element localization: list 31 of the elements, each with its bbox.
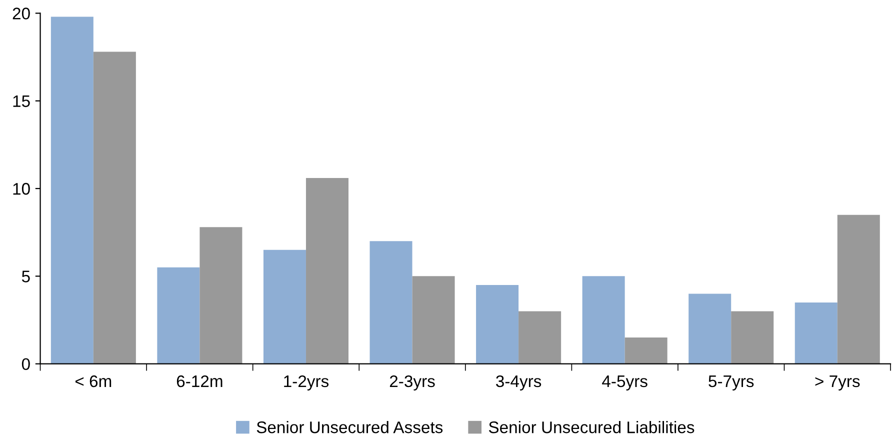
bar: [837, 214, 880, 364]
x-tick-label: > 7yrs: [815, 376, 860, 390]
bar: [412, 276, 455, 364]
bar: [582, 276, 625, 364]
bar: [93, 52, 136, 364]
x-tick-label: 3-4yrs: [496, 375, 542, 390]
x-tick-label: 5-7yrs: [708, 376, 754, 390]
bar: [794, 302, 838, 364]
bar: [624, 338, 668, 364]
bar: [518, 311, 562, 364]
x-tick-label: 6-12m: [176, 375, 222, 388]
x-tick-label: < 6m: [75, 375, 112, 388]
legend-label: Senior Unsecured Liabilities: [488, 420, 694, 434]
bar: [476, 284, 519, 364]
bar: [50, 16, 94, 364]
y-tick-label: 15: [13, 95, 30, 108]
bar: [731, 311, 774, 364]
bar: [157, 267, 200, 364]
y-tick-label: 0: [22, 358, 30, 370]
bar: [688, 294, 732, 364]
y-tick-label: 5: [22, 270, 30, 282]
x-tick-label: 1-2yrs: [284, 375, 329, 390]
bar: [200, 227, 242, 364]
x-tick-label: 4-5yrs: [602, 376, 648, 390]
y-tick-label: 20: [12, 8, 30, 20]
x-tick-label: 2-3yrs: [390, 375, 435, 390]
legend-label: Senior Unsecured Assets: [256, 420, 443, 434]
y-tick-label: 10: [13, 182, 30, 195]
bar: [263, 250, 306, 364]
bar: [306, 178, 348, 364]
bar: [370, 241, 412, 364]
